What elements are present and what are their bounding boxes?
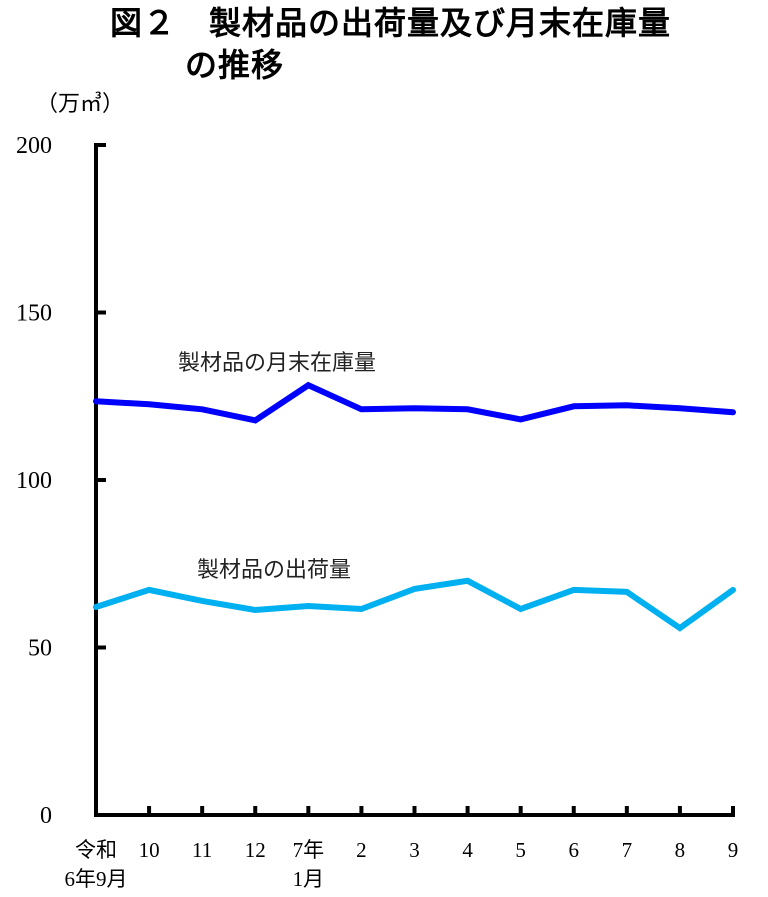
x-tick-label: 3	[409, 838, 420, 862]
x-tick-label: 4	[462, 838, 473, 862]
y-axis-unit-label: （万㎥）	[36, 92, 125, 117]
axes: 0 50 100 150 200 令和 6年9月 10 11 12 7年 1月 2 3 4 5 6 7 8 9	[16, 133, 738, 891]
y-tick-label: 150	[16, 301, 52, 327]
chart-title: 図２ 製材品の出荷量及び月末在庫量 の推移	[110, 2, 671, 86]
series-lines	[93, 381, 736, 632]
x-tick-label: 5	[515, 838, 526, 862]
inventory-line	[93, 381, 736, 424]
y-tick-label: 200	[16, 133, 52, 159]
x-tick-label: 12	[245, 838, 266, 862]
x-tick-label: 10	[139, 838, 160, 862]
x-tick-label: 8	[675, 838, 686, 862]
chart-title-line1: 図２ 製材品の出荷量及び月末在庫量	[110, 4, 672, 42]
x-tick-label: 7	[622, 838, 633, 862]
inventory-series-label: 製材品の月末在庫量	[178, 351, 376, 376]
x-tick-label: 令和	[75, 838, 117, 862]
x-tick-label: 9	[728, 838, 739, 862]
x-tick-label: 2	[356, 838, 367, 862]
shipments-line	[93, 577, 736, 632]
chart-title-line2: の推移	[185, 46, 285, 84]
y-tick-label: 50	[28, 636, 52, 662]
x-tick-label-line2: 1月	[293, 867, 325, 891]
x-tick-label-line2: 6年9月	[65, 867, 128, 891]
x-tick-label: 6	[569, 838, 580, 862]
y-tick-label: 100	[16, 468, 52, 494]
x-tick-label: 11	[192, 838, 212, 862]
shipments-series-label: 製材品の出荷量	[197, 558, 351, 583]
y-tick-label: 0	[40, 803, 52, 829]
x-tick-label: 7年	[293, 838, 325, 862]
